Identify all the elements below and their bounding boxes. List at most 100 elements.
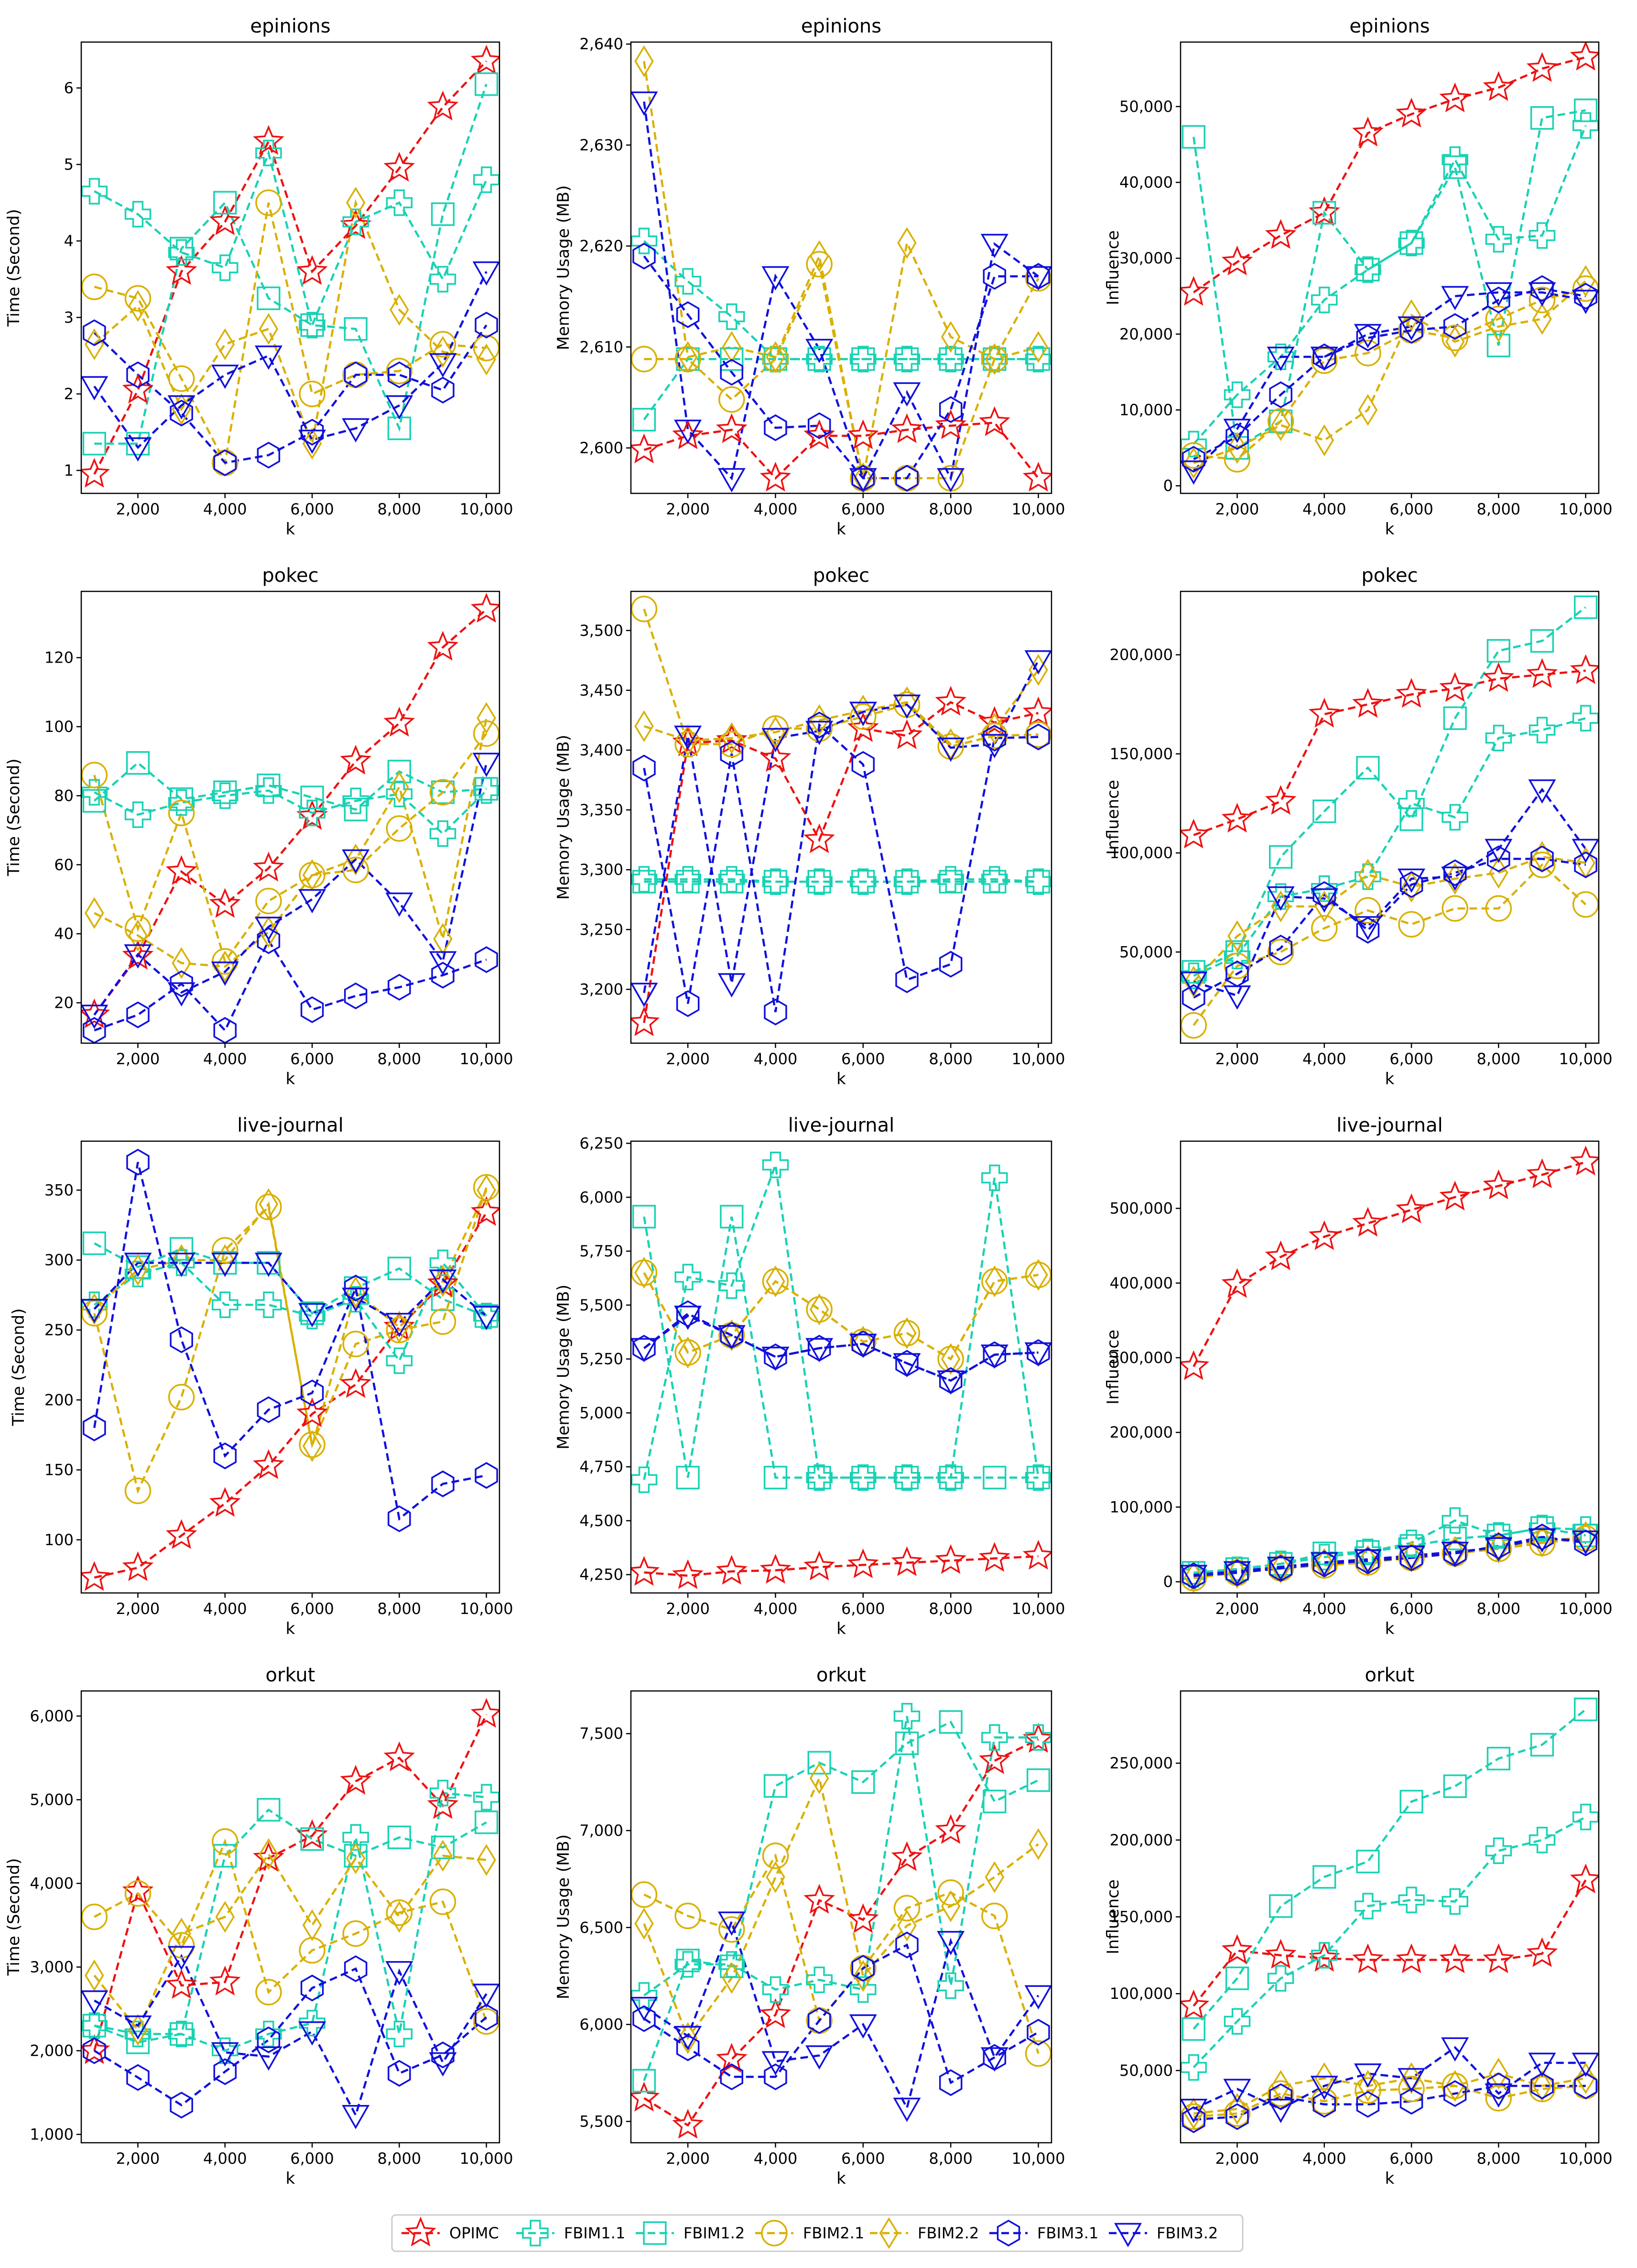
x-axis-label: k [1385, 1619, 1395, 1638]
point-fbim2-1 [1442, 895, 1468, 922]
point-opimc [935, 409, 966, 439]
series-line-fbim1-2 [1193, 109, 1586, 450]
point-fbim3-1 [676, 990, 700, 1017]
series-line-fbim3-2 [1193, 1537, 1586, 1576]
point-fbim2-1 [429, 331, 456, 358]
chart-panels: epinions Time (Second) k 1 2 3 4 5 6 2,000 4,000 6,… [4, 15, 1613, 2188]
point-fbim3-2 [81, 1990, 108, 2015]
point-fbim2-2 [346, 1276, 366, 1308]
series-line-fbim1-1 [643, 1164, 1040, 1480]
point-fbim2-2 [1576, 265, 1595, 297]
point-fbim2-1 [806, 1296, 833, 1323]
point-fbim2-2 [128, 2014, 148, 2046]
point-fbim2-2 [897, 1909, 917, 1942]
point-fbim1-2 [1399, 1789, 1423, 1814]
y-tick-label: 120 [44, 649, 74, 667]
point-opimc [631, 1006, 660, 1036]
x-tick-label: 2,000 [1215, 2149, 1259, 2168]
point-fbim1-1 [473, 166, 499, 193]
point-fbim3-1 [213, 1442, 237, 1470]
x-tick-label: 4,000 [203, 1600, 247, 1618]
series-line-fbim3-1 [94, 938, 487, 1033]
x-tick-label: 8,000 [378, 2149, 422, 2168]
plot-frame [630, 1690, 1052, 2144]
point-fbim2-1 [81, 762, 108, 788]
point-fbim3-1 [388, 2060, 411, 2087]
point-fbim2-2 [259, 1838, 279, 1870]
x-tick-label: 10,000 [1012, 500, 1065, 518]
series-line-opimc [643, 421, 1040, 480]
x-tick-label: 10,000 [1012, 1050, 1065, 1068]
point-fbim1-2 [1225, 940, 1249, 964]
point-opimc [253, 125, 284, 155]
point-fbim2-1 [718, 386, 745, 413]
panel-pokec-memory-usage-mb-: pokec Memory Usage (MB) k 3,200 3,250 3,300 3,… [554, 565, 1065, 1089]
point-fbim1-2 [387, 1256, 411, 1280]
point-fbim1-2 [1026, 1768, 1051, 1792]
point-fbim3-1 [213, 2058, 237, 2085]
y-tick-label: 5,000 [579, 1404, 623, 1422]
point-fbim2-2 [1184, 2097, 1203, 2130]
point-fbim3-2 [254, 345, 282, 370]
point-fbim1-2 [1530, 106, 1554, 130]
point-fbim3-2 [805, 2045, 834, 2070]
point-fbim1-2 [632, 870, 656, 894]
point-fbim3-2 [1310, 2075, 1338, 2100]
panel-title: epinions [250, 15, 330, 37]
point-fbim1-2 [1486, 1524, 1510, 1548]
point-fbim3-1 [170, 399, 193, 427]
point-fbim3-2 [1181, 971, 1208, 996]
point-fbim2-2 [1227, 432, 1247, 464]
point-fbim3-1 [807, 2007, 831, 2034]
y-tick-label: 5,000 [30, 1791, 74, 1809]
y-tick-label: 200,000 [1110, 646, 1173, 664]
point-opimc [340, 1765, 372, 1795]
point-opimc [81, 458, 110, 488]
point-fbim1-1 [1355, 256, 1381, 283]
point-fbim3-2 [81, 1298, 108, 1323]
point-fbim1-2 [126, 751, 150, 775]
point-fbim2-1 [1311, 915, 1338, 942]
y-tick-label: 50,000 [1119, 98, 1173, 116]
point-fbim3-1 [1269, 935, 1292, 962]
plot-frame [80, 590, 500, 1044]
point-fbim3-2 [1024, 650, 1052, 675]
point-fbim3-2 [893, 382, 921, 407]
point-fbim1-2 [632, 2069, 656, 2093]
point-opimc [1265, 219, 1297, 249]
point-opimc [209, 1965, 241, 1995]
x-tick-label: 6,000 [1389, 500, 1433, 518]
legend-marker [1114, 2223, 1142, 2247]
x-tick-label: 6,000 [841, 1600, 885, 1618]
point-fbim2-1 [473, 720, 499, 747]
point-fbim1-2 [387, 760, 411, 784]
point-fbim3-1 [126, 361, 150, 389]
point-opimc [1526, 1158, 1558, 1189]
point-fbim2-2 [302, 1909, 322, 1941]
point-fbim1-1 [1572, 705, 1599, 732]
y-tick-label: 150 [44, 1461, 74, 1479]
point-fbim3-1 [939, 950, 963, 978]
point-fbim3-2 [1528, 282, 1556, 307]
point-opimc [427, 1267, 459, 1298]
point-fbim1-1 [674, 268, 701, 295]
x-tick-label: 2,000 [666, 1600, 710, 1618]
series-line-fbim1-2 [94, 1808, 487, 2044]
point-fbim1-2 [763, 870, 788, 894]
panel-title: live-journal [237, 1114, 344, 1136]
point-fbim2-2 [85, 1293, 104, 1325]
x-tick-label: 4,000 [1302, 500, 1346, 518]
y-tick-label: 6,000 [579, 1188, 623, 1206]
point-fbim1-1 [81, 2012, 108, 2039]
point-opimc [1570, 654, 1599, 684]
point-fbim3-1 [1027, 2018, 1050, 2046]
point-fbim2-2 [1445, 2070, 1465, 2102]
panel-epinions-memory-usage-mb-: epinions Memory Usage (MB) k 2,600 2,610 2,62… [554, 15, 1065, 539]
y-tick-label: 300 [44, 1251, 74, 1269]
point-opimc [165, 1519, 197, 1549]
series-line-fbim3-2 [93, 271, 488, 449]
point-fbim2-1 [299, 861, 325, 889]
point-fbim1-2 [807, 347, 831, 371]
point-fbim3-2 [717, 1911, 746, 1936]
point-fbim2-1 [473, 1174, 499, 1201]
